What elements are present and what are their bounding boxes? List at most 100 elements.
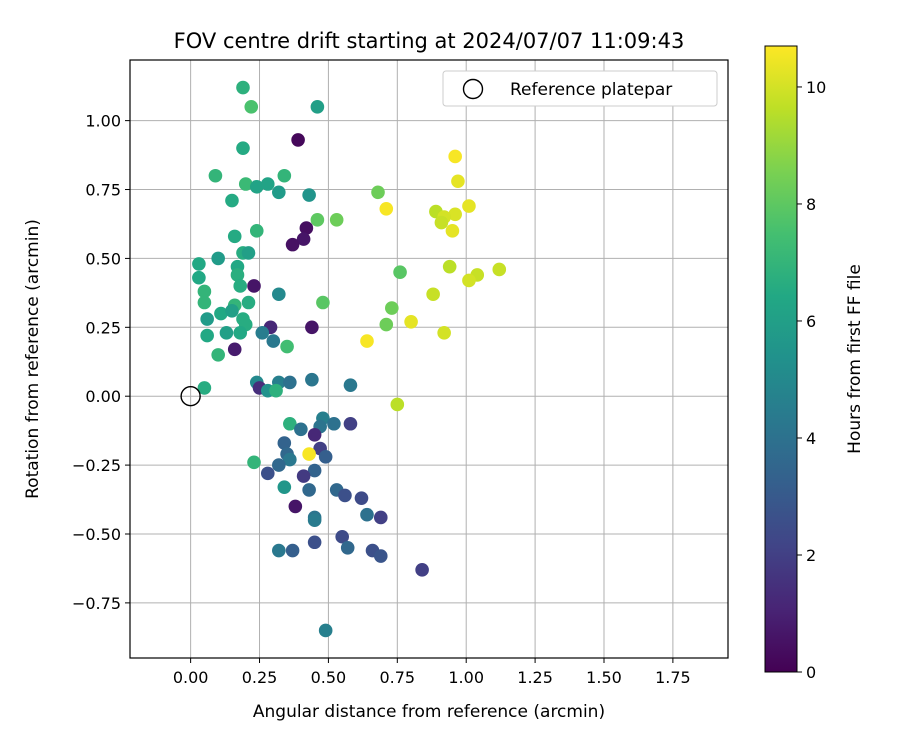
y-tick-label: 1.00 (85, 112, 121, 131)
data-point (272, 458, 286, 472)
data-point (448, 207, 462, 222)
legend-marker-reference (462, 78, 484, 100)
data-point (338, 488, 352, 503)
data-point (335, 529, 349, 544)
colorbar-tick-label: 4 (806, 429, 816, 448)
data-point (211, 251, 225, 266)
data-point (354, 491, 369, 505)
x-tick-label: 1.00 (448, 668, 484, 687)
colorbar-tick-label: 0 (806, 663, 816, 682)
data-point (305, 372, 319, 387)
data-point (280, 339, 294, 354)
data-point (340, 540, 355, 555)
data-point (294, 422, 308, 437)
data-point (360, 334, 374, 348)
data-point (249, 179, 264, 194)
data-point (305, 320, 319, 335)
data-point (329, 213, 344, 227)
data-point (266, 334, 281, 348)
data-point (393, 265, 407, 279)
scatter-points (180, 80, 507, 638)
data-point (310, 100, 325, 114)
x-tick-label: 1.25 (517, 668, 553, 687)
colorbar-tick-label: 8 (806, 195, 816, 214)
data-point (283, 416, 297, 431)
data-point (272, 185, 286, 200)
data-point (404, 314, 418, 329)
data-point (211, 348, 225, 362)
data-point (272, 287, 286, 302)
data-point (343, 378, 358, 392)
data-point (255, 326, 270, 340)
y-tick-label: −0.75 (72, 594, 121, 613)
data-point (227, 229, 242, 244)
data-point (277, 436, 292, 450)
data-point (236, 141, 250, 155)
data-point (360, 507, 374, 522)
reference-platepar-marker (180, 386, 201, 407)
data-point (197, 381, 212, 395)
y-tick-label: 0.75 (85, 181, 121, 200)
data-point (225, 193, 239, 208)
x-tick-label: 0.50 (311, 668, 347, 687)
legend: Reference platepar (442, 70, 718, 107)
data-point (225, 303, 239, 318)
legend-label-reference: Reference platepar (510, 80, 672, 100)
data-point (241, 246, 256, 260)
data-point (296, 232, 311, 246)
data-point (219, 326, 234, 340)
data-point (318, 623, 333, 638)
data-point (233, 326, 248, 340)
y-tick-label: 0.00 (85, 387, 121, 406)
data-point (307, 463, 322, 478)
data-point (260, 466, 275, 481)
data-point (379, 202, 394, 216)
y-axis-ticks: 1.00 0.75 0.50 0.25 0.00 −0.25 −0.50 −0.75 (72, 112, 130, 613)
data-point (437, 326, 451, 340)
data-point (197, 284, 212, 299)
data-point (310, 213, 325, 227)
data-point (288, 499, 303, 514)
data-point (302, 188, 316, 202)
y-axis-label: Rotation from reference (arcmin) (23, 219, 43, 499)
data-point (192, 270, 206, 285)
data-point (233, 279, 248, 293)
colorbar: 0 2 4 6 8 10 Hours from first FF file (764, 45, 865, 682)
plot-frame (129, 59, 729, 659)
y-tick-label: 0.50 (85, 249, 121, 268)
data-point (379, 317, 394, 332)
data-point (283, 375, 297, 390)
data-point (307, 427, 322, 442)
data-point (230, 268, 245, 282)
data-point (277, 480, 292, 494)
y-tick-label: 0.25 (85, 318, 121, 337)
colorbar-gradient (764, 45, 798, 673)
data-point (192, 257, 206, 271)
chart-title: FOV centre drift starting at 2024/07/07 … (174, 29, 685, 53)
data-point (442, 259, 457, 274)
data-point (327, 416, 341, 431)
colorbar-tick-label: 10 (806, 78, 826, 97)
data-point (200, 328, 214, 343)
data-point (200, 312, 214, 326)
x-axis-ticks: 0.00 0.25 0.50 0.75 1.00 1.25 1.50 1.75 (173, 658, 691, 687)
data-point (307, 513, 322, 528)
y-tick-label: −0.25 (72, 456, 121, 475)
legend-box (442, 70, 718, 107)
data-point (260, 177, 275, 191)
x-tick-label: 1.75 (655, 668, 691, 687)
data-point (227, 342, 242, 357)
data-point (285, 237, 300, 252)
data-point (384, 301, 399, 315)
data-point (269, 383, 283, 398)
data-point (318, 450, 333, 464)
data-point (214, 306, 228, 321)
data-point (451, 174, 465, 189)
data-point (296, 469, 311, 483)
data-point (249, 224, 264, 238)
data-point (247, 455, 261, 470)
data-point (316, 295, 330, 310)
y-tick-label: −0.50 (72, 525, 121, 544)
data-point (462, 273, 476, 288)
